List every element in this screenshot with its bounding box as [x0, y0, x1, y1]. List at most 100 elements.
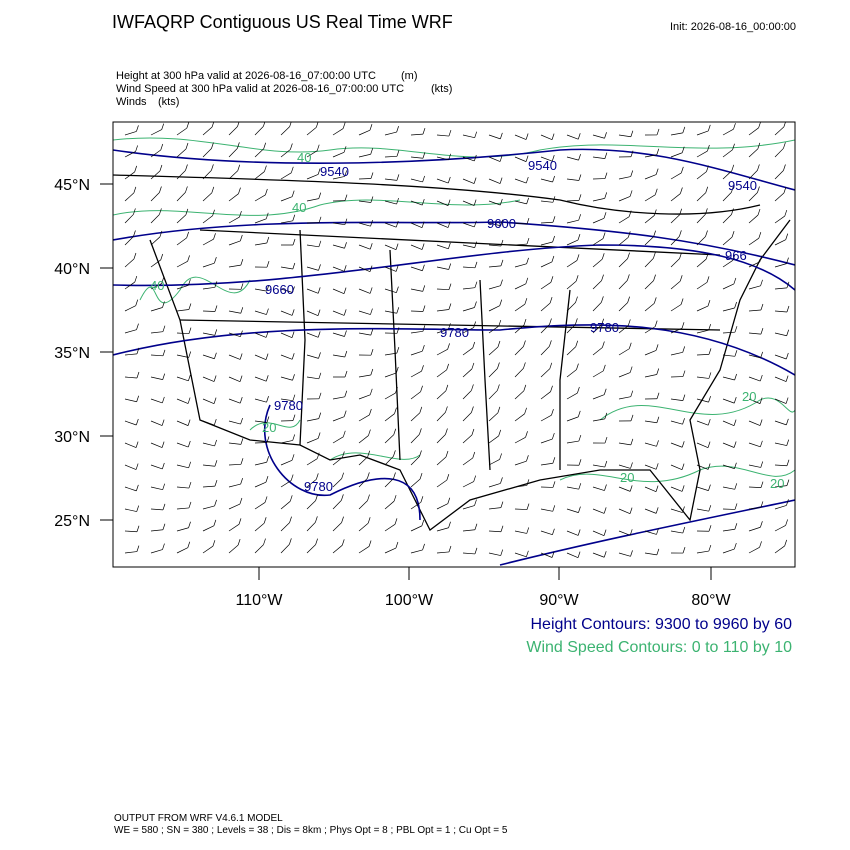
- barb-flag: [526, 197, 529, 205]
- barb-flag: [499, 198, 503, 206]
- barb-flag: [759, 397, 763, 404]
- barb-flag: [136, 545, 140, 552]
- barb: [332, 436, 344, 444]
- barb: [748, 192, 758, 202]
- barb: [384, 478, 394, 488]
- barb: [280, 288, 293, 293]
- lon-label: 90°W: [539, 592, 579, 609]
- barb-flag: [627, 319, 631, 326]
- barb-flag: [498, 429, 502, 437]
- barb-flag: [525, 176, 529, 184]
- barb: [566, 508, 579, 513]
- barb: [124, 530, 137, 533]
- barb-flag: [344, 170, 348, 177]
- barb: [150, 398, 163, 404]
- barb-flag: [786, 281, 790, 288]
- barb-flag: [602, 341, 605, 348]
- barb: [618, 508, 631, 514]
- barb-flag: [211, 164, 214, 171]
- barb-flag: [185, 164, 188, 171]
- barb-flag: [630, 462, 633, 469]
- barb: [592, 198, 605, 202]
- height-label: 9540: [728, 178, 757, 193]
- barb: [748, 214, 759, 224]
- barb: [202, 485, 215, 488]
- barb: [566, 392, 578, 400]
- barb: [462, 156, 475, 162]
- barb: [358, 456, 368, 466]
- borders: [113, 174, 791, 531]
- lat-label: 35°N: [54, 345, 90, 362]
- barb-flag: [578, 434, 582, 442]
- barb: [202, 262, 215, 268]
- barb-flag: [474, 547, 478, 555]
- barb-flag: [445, 384, 449, 391]
- barb: [202, 286, 215, 290]
- barb-flag: [316, 144, 320, 151]
- barb: [306, 174, 319, 180]
- barb: [150, 331, 163, 334]
- footer-model: OUTPUT FROM WRF V4.6.1 MODEL: [114, 813, 283, 824]
- height-label: 9780: [440, 325, 469, 340]
- barb-flag: [214, 329, 218, 336]
- barb: [670, 327, 683, 334]
- barb: [228, 354, 241, 360]
- barb-flag: [394, 407, 397, 414]
- barb: [436, 134, 449, 137]
- barb-flag: [786, 459, 790, 466]
- barb: [436, 266, 449, 270]
- barb-flag: [783, 142, 786, 149]
- barb: [358, 478, 368, 488]
- barb: [228, 503, 241, 510]
- barb: [748, 442, 761, 448]
- barb: [332, 222, 345, 226]
- barb-flag: [393, 428, 397, 435]
- barb: [488, 459, 500, 466]
- barb-flag: [422, 152, 426, 159]
- barb: [254, 126, 264, 136]
- barb: [384, 178, 397, 181]
- barb: [696, 236, 706, 246]
- barb: [488, 412, 499, 422]
- field-list: Height at 300 hPa valid at 2026-08-16_07…: [116, 70, 452, 108]
- barb: [176, 237, 187, 246]
- barb-flag: [576, 363, 579, 370]
- barb-flag: [785, 352, 789, 360]
- barb-flag: [318, 352, 321, 359]
- barb: [514, 368, 524, 378]
- barb-flag: [240, 458, 244, 465]
- barb: [514, 156, 527, 162]
- barb: [436, 349, 448, 356]
- barb-flag: [318, 372, 322, 379]
- barb: [722, 192, 732, 202]
- barb: [670, 464, 683, 470]
- barb: [176, 507, 189, 510]
- barb: [644, 374, 657, 378]
- barb: [696, 486, 709, 491]
- barb: [332, 332, 345, 337]
- barb-flag: [500, 239, 504, 247]
- barb-flag: [419, 428, 422, 435]
- barb-flag: [705, 208, 708, 215]
- barb-flag: [682, 546, 686, 554]
- barb: [436, 503, 448, 510]
- barb: [540, 414, 552, 422]
- barb-flag: [289, 495, 293, 502]
- barb: [592, 552, 605, 558]
- barb: [176, 309, 189, 312]
- barb-flag: [185, 208, 189, 215]
- barb: [462, 244, 475, 248]
- barb: [254, 461, 267, 466]
- barb-flag: [708, 484, 711, 491]
- barb-flag: [474, 241, 478, 248]
- barb: [488, 222, 501, 227]
- barb: [436, 479, 448, 488]
- barb-flag: [344, 390, 348, 397]
- barb: [176, 398, 189, 404]
- barb-flag: [628, 342, 632, 349]
- barb: [280, 332, 293, 338]
- barb: [488, 390, 498, 400]
- barb: [176, 214, 187, 224]
- wind-label: 20: [742, 389, 756, 404]
- barb-flag: [162, 523, 166, 530]
